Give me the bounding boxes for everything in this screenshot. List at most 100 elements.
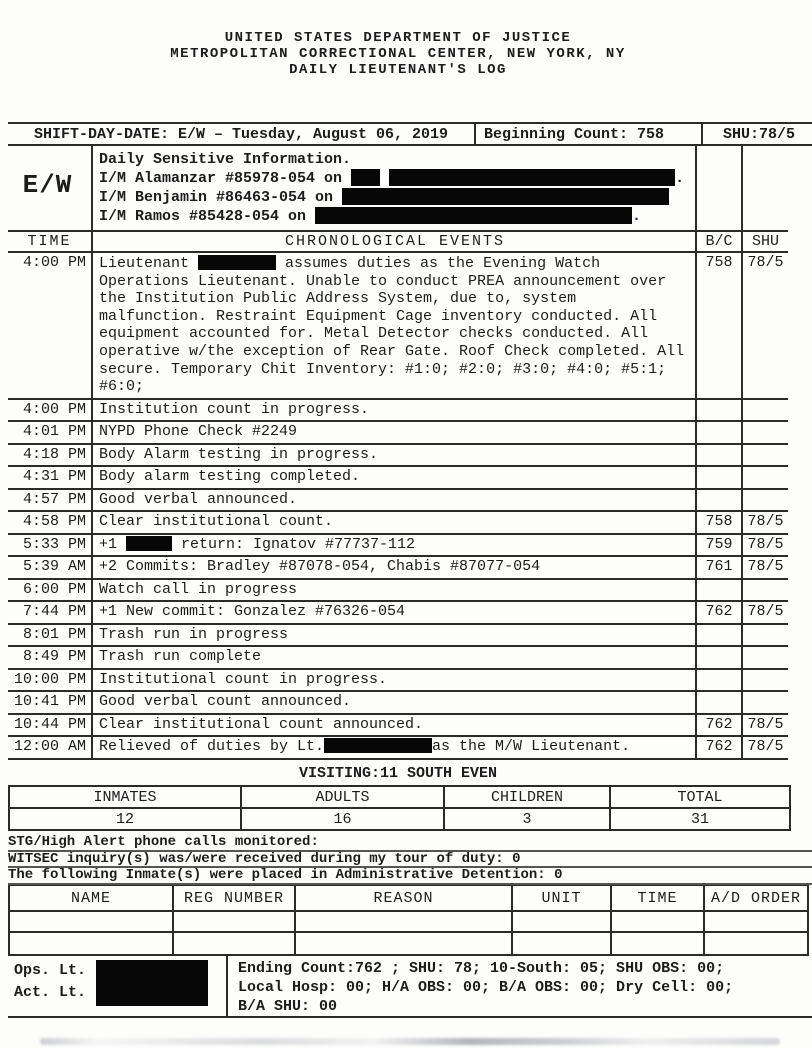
- visiting-value: 16: [240, 809, 443, 830]
- log-time: 10:44 PM: [8, 714, 93, 736]
- log-time: 4:00 PM: [8, 399, 93, 421]
- sensitive-line: I/M Ramos #85428-054 on .: [99, 207, 642, 225]
- log-bc: [697, 647, 743, 668]
- log-bc: [697, 467, 743, 488]
- log-event: Institutional count in progress.: [93, 669, 697, 691]
- detention-cell: [10, 933, 172, 954]
- detention-column-header: NAME: [70, 889, 111, 907]
- visiting-table: INMATES ADULTS CHILDREN TOTAL 12 16 3 31: [8, 785, 791, 832]
- detention-cell: [511, 932, 610, 954]
- log-bc: 761: [697, 557, 743, 578]
- detention-cell: [703, 932, 807, 954]
- log-shu: [743, 647, 788, 668]
- detention-cell: [610, 932, 703, 954]
- log-event: Body alarm testing completed.: [93, 467, 697, 488]
- redaction-bar: [324, 738, 433, 754]
- log-shu: 78/5: [747, 715, 784, 733]
- admin-detention-table: NAME REG NUMBER REASON UNIT TIME A/D ORDER: [8, 884, 809, 956]
- detention-cell: [172, 911, 294, 931]
- log-row: 4:18 PM Body Alarm testing in progress.: [8, 444, 788, 468]
- detention-cell: [511, 911, 610, 931]
- time-column-header: TIME: [8, 232, 93, 251]
- log-event: Clear institutional count announced.: [93, 714, 697, 736]
- log-row: 10:44 PM Clear institutional count announ…: [8, 714, 788, 738]
- log-shu: [743, 670, 788, 691]
- ending-count-summary: Ending Count:762 ; SHU: 78; 10-South: 05…: [228, 956, 812, 1016]
- log-bc: [697, 444, 743, 466]
- document-header: UNITED STATES DEPARTMENT OF JUSTICE METRO…: [8, 30, 788, 78]
- log-shu: [743, 422, 788, 443]
- log-time: 4:31 PM: [8, 467, 93, 488]
- log-time: 6:00 PM: [8, 579, 93, 601]
- log-event: Good verbal count announced.: [93, 692, 697, 713]
- redaction-bar: [342, 188, 670, 205]
- detention-cell: [10, 912, 172, 931]
- shu-count-label: SHU:78/5: [723, 126, 796, 143]
- log-time: 4:00 PM: [8, 253, 93, 398]
- detention-cell: [703, 911, 807, 931]
- visiting-title: VISITING:11 SOUTH EVEN: [298, 765, 498, 783]
- log-row: 4:00 PM Institution count in progress.: [8, 399, 788, 423]
- detention-column-header: UNIT: [511, 885, 610, 910]
- shu-empty-cell: [743, 146, 788, 230]
- log-time: 8:49 PM: [8, 647, 93, 668]
- events-column-header: CHRONOLOGICAL EVENTS: [93, 232, 697, 251]
- log-bc: 758: [697, 253, 743, 398]
- log-event: +1 return: Ignatov #77737-112: [93, 534, 697, 556]
- log-row: 5:33 PM +1 return: Ignatov #77737-112 759 7…: [8, 534, 788, 558]
- log-event: Good verbal announced.: [93, 489, 697, 511]
- log-row: 4:58 PM Clear institutional count. 758 78/5: [8, 512, 788, 535]
- sensitive-line: I/M Alamanzar #85978-054 on .: [99, 169, 685, 187]
- log-time: 5:39 AM: [8, 557, 93, 578]
- log-bc: 762: [697, 602, 743, 623]
- log-time: 8:01 PM: [8, 624, 93, 646]
- log-time: 4:01 PM: [8, 422, 93, 443]
- beginning-count-label: Beginning Count: 758: [476, 124, 703, 144]
- detention-cell: [610, 911, 703, 931]
- note-line: The following Inmate(s) were placed in A…: [8, 868, 812, 885]
- log-bc: [697, 422, 743, 443]
- sensitive-line: I/M Benjamin #86463-054 on: [99, 188, 691, 207]
- log-bc: [697, 669, 743, 691]
- redaction-bar: [96, 959, 208, 1006]
- detention-column-header: TIME: [610, 885, 703, 910]
- detention-column-header: REASON: [294, 885, 511, 910]
- log-column-header-row: TIME CHRONOLOGICAL EVENTS B/C SHU: [8, 232, 788, 253]
- log-event: Institution count in progress.: [93, 399, 697, 421]
- lieutenant-names-cell: Ops. Lt. Act. Lt.: [8, 955, 228, 1016]
- daily-sensitive-information: Daily Sensitive Information. I/M Alamanza…: [93, 146, 697, 230]
- act-lt-label: Act. Lt.: [14, 983, 87, 1001]
- redaction-bar: [389, 169, 676, 186]
- note-line: STG/High Alert phone calls monitored:: [8, 835, 812, 852]
- shift-day-date-row: SHIFT-DAY-DATE: E/W – Tuesday, August 06…: [8, 122, 812, 146]
- log-shu: 78/5: [747, 254, 784, 271]
- log-shu: 78/5: [747, 558, 784, 576]
- log-shu: [743, 467, 788, 488]
- summary-line: Ending Count:762 ; SHU: 78; 10-South: 05…: [238, 959, 725, 977]
- log-event: +2 Commits: Bradley #87078-054, Chabis #…: [93, 557, 697, 578]
- log-time: 12:00 AM: [8, 737, 93, 759]
- log-bc: [697, 692, 743, 713]
- log-shu: [743, 400, 788, 421]
- log-row: 8:49 PM Trash run complete: [8, 647, 788, 670]
- log-time: 5:33 PM: [8, 534, 93, 556]
- log-row: 6:00 PM Watch call in progress: [8, 579, 788, 603]
- visiting-values-row: 12 16 3 31: [10, 809, 789, 830]
- log-event: Trash run in progress: [93, 624, 697, 646]
- log-bc: [697, 399, 743, 421]
- shift-day-date-label: SHIFT-DAY-DATE: E/W – Tuesday, August 06…: [8, 124, 476, 144]
- detention-row: [10, 932, 807, 954]
- log-event: Relieved of duties by Lt. as the M/W Lieu…: [93, 737, 697, 759]
- log-bc: 762: [697, 737, 743, 759]
- log-row: 4:01 PM NYPD Phone Check #2249: [8, 422, 788, 445]
- log-shu: [743, 445, 788, 466]
- detention-cell: [172, 932, 294, 954]
- log-bc: [697, 579, 743, 601]
- log-row: 4:57 PM Good verbal announced.: [8, 489, 788, 513]
- log-row: 12:00 AM Relieved of duties by Lt. as the …: [8, 737, 788, 759]
- log-shu: 78/5: [747, 535, 784, 553]
- detention-column-header: A/D ORDER: [703, 885, 807, 910]
- log-time: 4:57 PM: [8, 489, 93, 511]
- log-event: NYPD Phone Check #2249: [93, 422, 697, 443]
- log-shu: [743, 490, 788, 511]
